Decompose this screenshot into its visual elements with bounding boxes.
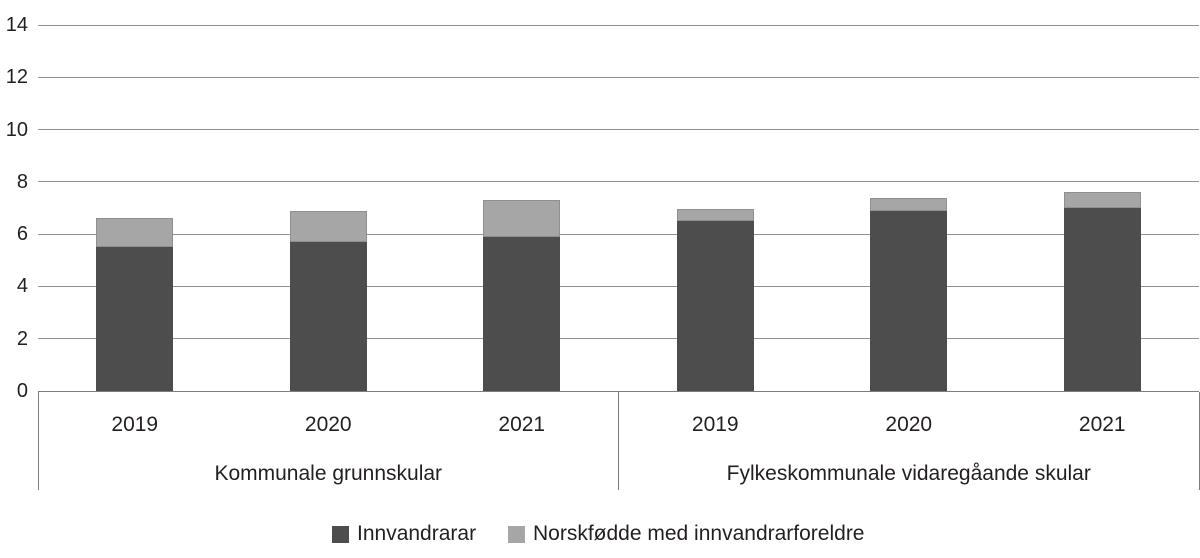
- bar-segment-innvandrarar: [870, 210, 948, 391]
- y-axis-tick-label: 2: [16, 327, 28, 350]
- x-axis-group-label: Fylkeskommunale vidaregåande skular: [726, 462, 1091, 485]
- legend-label-norskfodde: Norskfødde med innvandrarforeldre: [533, 522, 865, 545]
- y-axis-tick-label: 10: [5, 118, 28, 141]
- bar-segment-norskfodde: [96, 218, 174, 248]
- x-axis-group-label: Kommunale grunnskular: [214, 462, 443, 485]
- y-gridline: [38, 338, 1199, 340]
- bar-segment-innvandrarar: [289, 241, 367, 391]
- y-axis-tick-label: 4: [16, 275, 28, 298]
- group-separator-line: [618, 392, 619, 490]
- group-separator-line: [1198, 392, 1200, 490]
- x-axis-category-label: 2021: [1078, 413, 1126, 436]
- y-gridline: [38, 181, 1199, 183]
- bar-segment-innvandrarar: [1063, 208, 1141, 391]
- legend-swatch-norskfodde: [508, 525, 525, 543]
- bar-segment-norskfodde: [483, 200, 561, 237]
- legend-label-innvandrarar: Innvandrarar: [357, 522, 477, 545]
- bar-segment-norskfodde: [289, 210, 367, 242]
- y-axis-tick-label: 12: [5, 66, 28, 89]
- chart-legend: Innvandrarar Norskfødde med innvandrarfo…: [0, 520, 1200, 548]
- x-axis-baseline: [38, 390, 1199, 392]
- legend-item-norskfodde: Norskfødde med innvandrarforeldre: [508, 520, 865, 548]
- y-axis-tick-label: 8: [16, 170, 28, 193]
- bar-segment-innvandrarar: [483, 236, 561, 391]
- y-axis-tick-label: 0: [16, 380, 28, 402]
- y-gridline: [38, 129, 1199, 131]
- bar-segment-norskfodde: [676, 209, 754, 222]
- y-gridline: [38, 285, 1199, 287]
- y-axis-tick-label: 14: [5, 14, 28, 36]
- group-separator-line: [37, 392, 39, 490]
- x-axis-category-label: 2019: [691, 413, 739, 436]
- y-gridline: [38, 24, 1199, 26]
- y-axis-tick-label: 6: [16, 223, 28, 246]
- bar-segment-innvandrarar: [96, 247, 174, 391]
- x-axis-category-label: 2020: [885, 413, 933, 436]
- bar-segment-innvandrarar: [676, 221, 754, 391]
- x-axis-category-label: 2021: [498, 413, 546, 436]
- y-gridline: [38, 233, 1199, 235]
- legend-item-innvandrarar: Innvandrarar: [332, 520, 476, 548]
- x-axis-category-label: 2020: [304, 413, 352, 436]
- bar-segment-norskfodde: [1063, 192, 1141, 208]
- legend-swatch-innvandrarar: [332, 525, 349, 543]
- x-axis-category-label: 2019: [111, 413, 159, 436]
- y-gridline: [38, 76, 1199, 78]
- bar-segment-norskfodde: [870, 197, 948, 211]
